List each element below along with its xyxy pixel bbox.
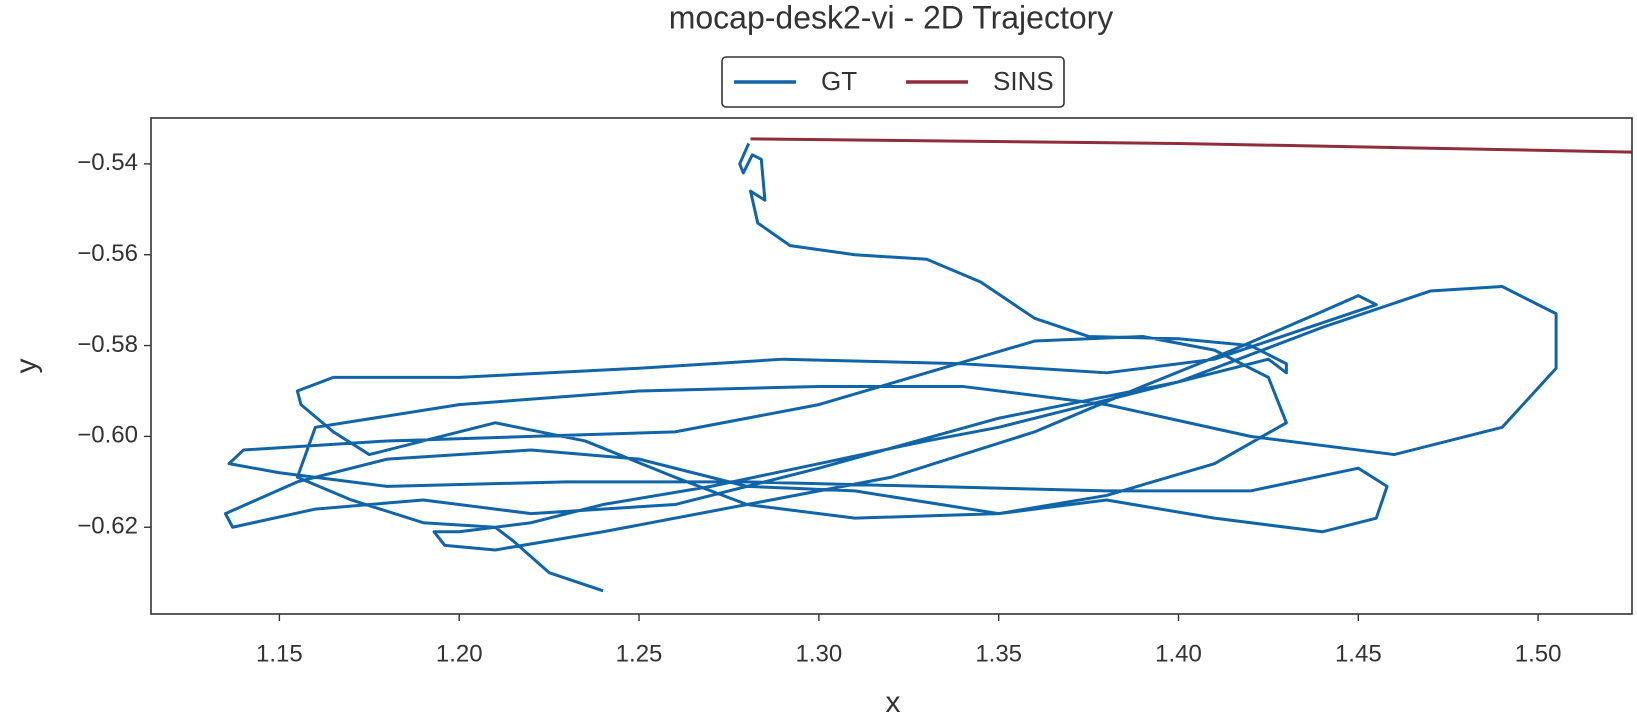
plot-frame (150, 117, 1633, 615)
x-tick-label: 1.30 (795, 640, 842, 667)
legend-label: GT (821, 66, 857, 96)
y-tick-label: −0.62 (77, 513, 138, 540)
x-tick-label: 1.40 (1155, 640, 1202, 667)
x-tick-label: 1.20 (436, 640, 483, 667)
y-axis-label: y (10, 359, 43, 374)
x-tick-label: 1.25 (616, 640, 663, 667)
chart-title: mocap-desk2-vi - 2D Trajectory (669, 0, 1114, 35)
y-tick-label: −0.58 (77, 331, 138, 358)
trajectory-line (223, 142, 1558, 593)
legend-box (721, 56, 1065, 108)
legend-label: SINS (993, 66, 1054, 96)
y-tick-label: −0.54 (77, 149, 138, 176)
y-tick-label: −0.60 (77, 422, 138, 449)
x-tick-label: 1.35 (975, 640, 1022, 667)
x-tick-label: 1.45 (1335, 640, 1382, 667)
trajectory-line (750, 137, 1632, 154)
y-tick-label: −0.56 (77, 240, 138, 267)
x-axis-label: x (886, 686, 901, 719)
x-tick-label: 1.15 (256, 640, 303, 667)
legend: GT SINS (721, 56, 1065, 108)
plot-area (223, 137, 1632, 593)
x-tick-label: 1.50 (1515, 640, 1562, 667)
